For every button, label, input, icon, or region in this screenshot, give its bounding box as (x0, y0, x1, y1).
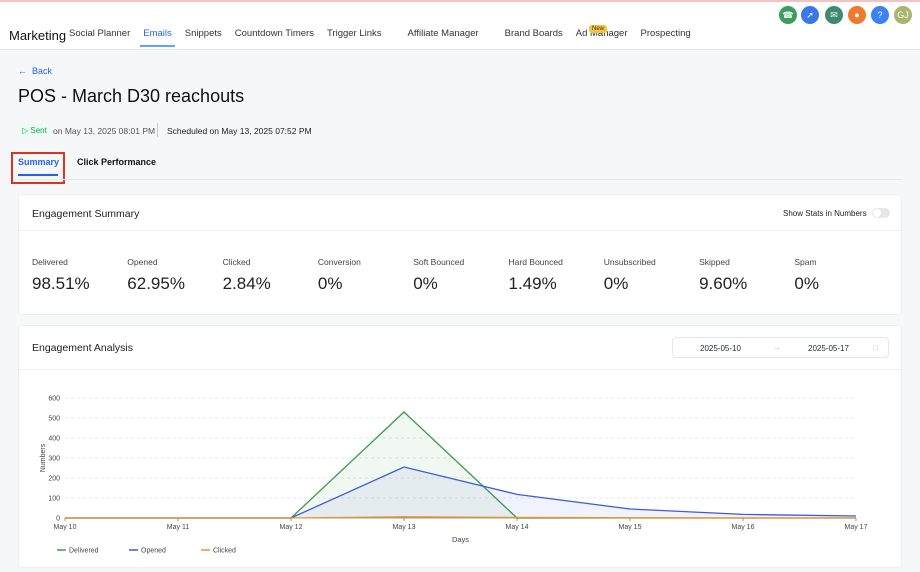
stat-value: 0% (603, 274, 629, 293)
x-tick-label: May 10 (54, 524, 77, 531)
date-to: 2025-05-17 (808, 344, 849, 353)
y-axis-label: Numbers (40, 443, 47, 472)
date-from: 2025-05-10 (700, 344, 741, 353)
nav-item[interactable]: Brand Boards (504, 28, 563, 39)
toggle-label: Show Stats in Numbers (783, 209, 867, 218)
legend-label: Opened (141, 548, 166, 555)
summary-divider (19, 230, 903, 231)
stat-value: 62.95% (127, 274, 185, 293)
y-tick-label: 300 (48, 456, 60, 463)
nav-items: Social Planner Emails Snippets Countdown Ti… (69, 28, 704, 47)
avatar[interactable]: GJ (894, 6, 912, 24)
tab-underline (18, 174, 58, 176)
series-line (65, 516, 856, 519)
y-tick-label: 200 (48, 476, 60, 483)
nav-item[interactable]: Countdown Timers (234, 28, 314, 39)
nav-item[interactable]: Affiliate Manager (407, 28, 479, 39)
analysis-title: Engagement Analysis (32, 342, 133, 354)
series-area (65, 467, 856, 518)
stat-value: 0% (317, 274, 343, 293)
help-icon[interactable]: ? (871, 6, 889, 24)
toggle[interactable] (872, 208, 890, 218)
tab-summary[interactable]: Summary (18, 157, 60, 167)
back-text: Back (32, 66, 53, 76)
x-tick-label: May 11 (167, 524, 190, 531)
back-link[interactable]: ← Back (18, 66, 53, 76)
x-tick-label: May 16 (732, 524, 755, 531)
tab-click-performance[interactable]: Click Performance (77, 157, 157, 167)
arrow: → (773, 343, 781, 352)
date-range[interactable]: 2025-05-10 → 2025-05-17 □ (672, 337, 889, 358)
highlight-box (11, 152, 65, 184)
phone-icon[interactable]: ☎ (779, 6, 797, 24)
sent-time: on May 13, 2025 08:01 PM (53, 126, 156, 136)
tabs-border (18, 179, 902, 180)
y-tick-label: 0 (56, 516, 60, 523)
stat-value: 98.51% (32, 274, 90, 293)
stat-label: Soft Bounced (413, 257, 465, 267)
megaphone-icon[interactable]: ✉ (825, 6, 843, 24)
y-tick-label: 100 (48, 496, 60, 503)
calendar-icon: □ (873, 343, 878, 352)
y-tick-label: 600 (48, 396, 60, 403)
x-tick-label: May 14 (506, 524, 529, 531)
stat-value: 9.60% (699, 274, 748, 293)
nav-item[interactable]: Ad Manager (575, 28, 628, 39)
new-badge: New (589, 25, 608, 33)
x-tick-label: May 17 (845, 524, 868, 531)
stat-label: Unsubscribed (603, 257, 656, 267)
analysis-divider (19, 369, 903, 370)
stat-label: Spam (794, 257, 817, 267)
nav-item[interactable]: Prospecting (640, 28, 691, 39)
nav-item[interactable]: Social Planner (69, 28, 131, 39)
brand: Marketing (9, 28, 67, 43)
y-tick-label: 400 (48, 436, 60, 443)
analysis-card: Engagement Analysis 2025-05-10 → 2025-05… (18, 325, 903, 568)
top-nav (0, 0, 920, 50)
stat-label: Clicked (222, 257, 251, 267)
x-tick-label: May 15 (619, 524, 642, 531)
nav-item[interactable]: Trigger Links (326, 28, 382, 39)
y-tick-label: 500 (48, 416, 60, 423)
summary-title: Engagement Summary (32, 208, 140, 220)
x-tick-label: May 13 (393, 524, 416, 531)
status-pill: ▷ Sent (18, 125, 51, 136)
stat-label: Opened (127, 257, 158, 267)
stat-label: Delivered (32, 257, 68, 267)
status-label: Sent (30, 126, 47, 135)
page-title: POS - March D30 reachouts (18, 86, 245, 106)
bell-icon[interactable]: ● (848, 6, 866, 24)
x-tick-label: May 12 (280, 524, 303, 531)
stat-value: 0% (413, 274, 438, 293)
stat-value: 0% (794, 274, 819, 293)
chart: 0 100 200 300 400 500 600 May 10 May 11 May 12 May… (40, 396, 868, 555)
launch-icon[interactable]: ➚ (801, 6, 819, 24)
legend-label: Clicked (213, 548, 236, 555)
stat-value: 2.84% (222, 274, 271, 293)
stat-value: 1.49% (508, 274, 557, 293)
legend-label: Delivered (69, 548, 99, 555)
nav-item[interactable]: Emails (140, 28, 175, 47)
x-axis-label: Days (452, 535, 469, 544)
nav-item[interactable]: Snippets (184, 28, 222, 39)
stat-label: Skipped (699, 257, 730, 267)
summary-card: Engagement Summary Show Stats in Numbers… (18, 194, 903, 315)
stat-label: Hard Bounced (508, 257, 563, 267)
stat-label: Conversion (317, 257, 361, 267)
divider (157, 123, 158, 137)
scheduled-time: Scheduled on May 13, 2025 07:52 PM (167, 126, 312, 136)
